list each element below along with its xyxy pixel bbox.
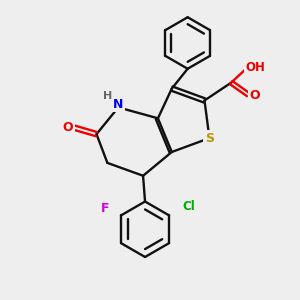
- Text: OH: OH: [245, 61, 265, 74]
- Text: Cl: Cl: [182, 200, 195, 214]
- Text: O: O: [250, 89, 260, 102]
- Text: H: H: [103, 91, 112, 100]
- Text: F: F: [101, 202, 109, 215]
- Text: S: S: [205, 132, 214, 145]
- Text: O: O: [62, 121, 73, 134]
- Text: N: N: [113, 98, 124, 111]
